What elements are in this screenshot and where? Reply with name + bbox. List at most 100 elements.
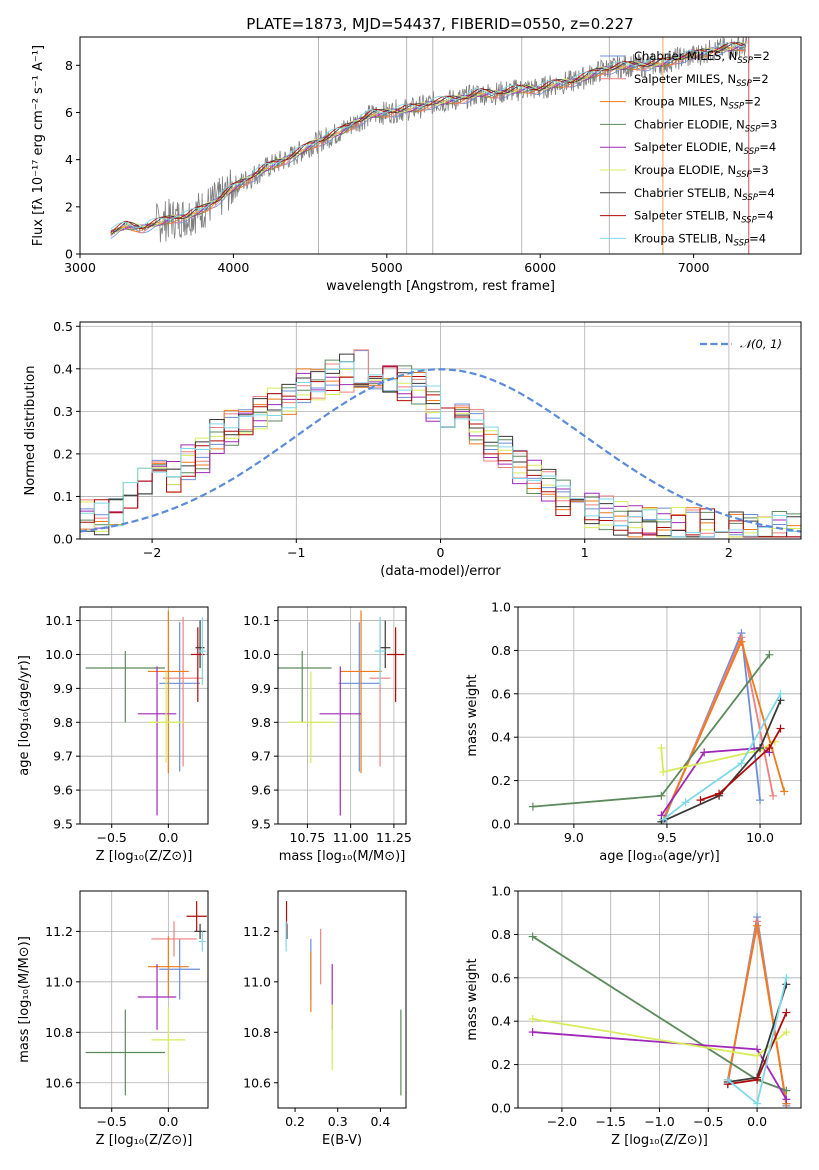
- panel-mass-vs-age: 10.75 11.00 11.25 9.5 9.6 9.7 9.8 9.9 10.0 10.1 ma…: [243, 606, 412, 864]
- y-tick-label: 1.0: [491, 600, 511, 615]
- y-tick-label: 0.0: [491, 817, 511, 832]
- y-axis-label: Flux [fλ 10⁻¹⁷ erg cm⁻² s⁻¹ A⁻¹]: [31, 45, 46, 246]
- x-tick-label: 2: [725, 545, 733, 560]
- x-axis-label: age [log₁₀(age/yr)]: [599, 849, 720, 864]
- y-axis-label: Normed distribution: [23, 366, 38, 496]
- x-tick-label: 0.3: [328, 1114, 348, 1129]
- legend-label: Kroupa MILES, NSSP=2: [634, 95, 761, 112]
- chart-title: PLATE=1873, MJD=54437, FIBERID=0550, z=0…: [246, 15, 633, 33]
- axes-frame: [517, 890, 802, 1109]
- y-tick-label: 0.8: [491, 927, 511, 942]
- plot-area: [85, 901, 207, 1096]
- y-tick-label: 6: [65, 105, 73, 120]
- weight-line-6: [660, 740, 776, 774]
- legend-label: Chabrier STELIB, NSSP=4: [634, 186, 775, 203]
- legend-label: Salpeter STELIB, NSSP=4: [634, 209, 774, 226]
- y-tick-label: 0.0: [491, 1101, 511, 1116]
- x-tick-label: 9.5: [657, 830, 677, 845]
- y-tick-label: 10.8: [45, 1025, 73, 1040]
- y-tick-label: 0.4: [53, 361, 73, 376]
- x-tick-label: −0.5: [97, 1114, 127, 1129]
- x-tick-label: 1: [581, 545, 589, 560]
- y-tick-label: 9.9: [53, 681, 73, 696]
- y-tick-label: 10.6: [45, 1075, 73, 1090]
- x-tick-label: −1: [287, 545, 305, 560]
- panel-age-vs-weight: 9.0 9.5 10.0 0.0 0.2 0.4 0.6 0.8 1.0 age [log₁₀(a…: [465, 600, 802, 864]
- model-spectrum-5: [110, 43, 746, 232]
- plot-area: [110, 37, 750, 254]
- weight-line-7: [660, 699, 782, 823]
- panel-z-vs-age: −0.5 0.0 9.5 9.6 9.7 9.8 9.9 10.0 10.1 Z [log₁₀(Z…: [17, 606, 209, 864]
- panel-ebv-vs-mass: 0.2 0.3 0.4 10.6 10.8 11.0 11.2 E(B-V): [243, 890, 407, 1148]
- model-spectrum-9: [110, 42, 746, 230]
- x-tick-label: 3000: [64, 260, 96, 275]
- weight-line-3: [662, 639, 786, 821]
- x-tick-label: 0.0: [747, 1114, 767, 1129]
- axes-frame: [517, 606, 802, 825]
- y-tick-label: 0.4: [491, 1014, 511, 1029]
- x-axis-label: Z [log₁₀(Z/Z⊙)]: [96, 849, 193, 864]
- legend-label: Kroupa STELIB, NSSP=4: [634, 231, 766, 248]
- y-tick-label: 8: [65, 58, 73, 73]
- y-tick-label: 9.5: [53, 817, 73, 832]
- x-axis-label: E(B-V): [322, 1133, 362, 1148]
- plot-area: [285, 901, 402, 1096]
- y-tick-label: 0.1: [53, 489, 73, 504]
- plot-area: [528, 913, 791, 1108]
- y-tick-label: 9.7: [53, 749, 73, 764]
- x-tick-label: 0.0: [158, 830, 178, 845]
- y-axis-label: mass weight: [465, 674, 480, 756]
- y-tick-label: 10.0: [45, 647, 73, 662]
- axes-frame: [79, 890, 209, 1109]
- y-tick-label: 10.8: [243, 1025, 271, 1040]
- panel-z-vs-mass: −0.5 0.0 10.6 10.8 11.0 11.2 Z [log₁₀(Z/Z⊙)] ma…: [17, 890, 209, 1148]
- x-axis-label: mass [log₁₀(M/M⊙)]: [279, 849, 406, 864]
- x-axis-label: Z [log₁₀(Z/Z⊙)]: [96, 1133, 193, 1148]
- y-tick-label: 10.1: [45, 613, 73, 628]
- y-tick-label: 2: [65, 199, 73, 214]
- y-tick-label: 9.7: [251, 749, 271, 764]
- axes-frame: [79, 321, 802, 540]
- x-tick-label: 0.0: [158, 1114, 178, 1129]
- plot-area: [528, 629, 789, 824]
- x-tick-label: 6000: [524, 260, 556, 275]
- axes-frame: [277, 890, 407, 1109]
- gaussian-curve: [80, 368, 801, 533]
- axes-frame: [79, 36, 802, 255]
- legend-label: 𝒩(0, 1): [740, 337, 782, 351]
- x-tick-label: 11.25: [376, 830, 412, 845]
- axes-frame: [277, 606, 407, 825]
- axes-frame: [79, 606, 209, 825]
- x-tick-label: 10.75: [290, 830, 326, 845]
- x-tick-label: −1.0: [644, 1114, 674, 1129]
- y-tick-label: 11.2: [243, 924, 271, 939]
- x-tick-label: −2.0: [547, 1114, 577, 1129]
- legend-label: Salpeter ELODIE, NSSP=4: [634, 140, 776, 157]
- x-tick-label: 0.4: [370, 1114, 390, 1129]
- weight-line-5: [660, 747, 770, 816]
- y-axis-label: age [log₁₀(age/yr)]: [17, 655, 32, 776]
- x-tick-label: 0.2: [285, 1114, 305, 1129]
- histogram-9: [80, 361, 801, 539]
- x-tick-label: −2: [143, 545, 161, 560]
- y-tick-label: 11.2: [45, 924, 73, 939]
- y-tick-label: 11.0: [45, 974, 73, 989]
- y-tick-label: 1.0: [491, 884, 511, 899]
- x-tick-label: 0: [437, 545, 445, 560]
- y-tick-label: 0.4: [491, 730, 511, 745]
- panel-residuals: −2 −1 0 1 2 0.0 0.1 0.2 0.3 0.4 0.5 (data-model)/er…: [23, 319, 802, 579]
- y-tick-label: 9.5: [251, 817, 271, 832]
- plot-area: [80, 349, 801, 539]
- x-tick-label: 11.00: [333, 830, 369, 845]
- legend: Chabrier MILES, NSSP=2 Salpeter MILES, NS…: [600, 49, 777, 248]
- y-tick-label: 10.6: [243, 1075, 271, 1090]
- x-tick-label: 7000: [678, 260, 710, 275]
- y-tick-label: 0.6: [491, 970, 511, 985]
- x-tick-label: −1.5: [596, 1114, 626, 1129]
- x-axis-label: Z [log₁₀(Z/Z⊙)]: [611, 1133, 708, 1148]
- model-spectrum-8: [110, 42, 746, 233]
- y-tick-label: 11.0: [243, 974, 271, 989]
- legend-label: Chabrier MILES, NSSP=2: [634, 49, 770, 66]
- y-tick-label: 0.2: [491, 773, 511, 788]
